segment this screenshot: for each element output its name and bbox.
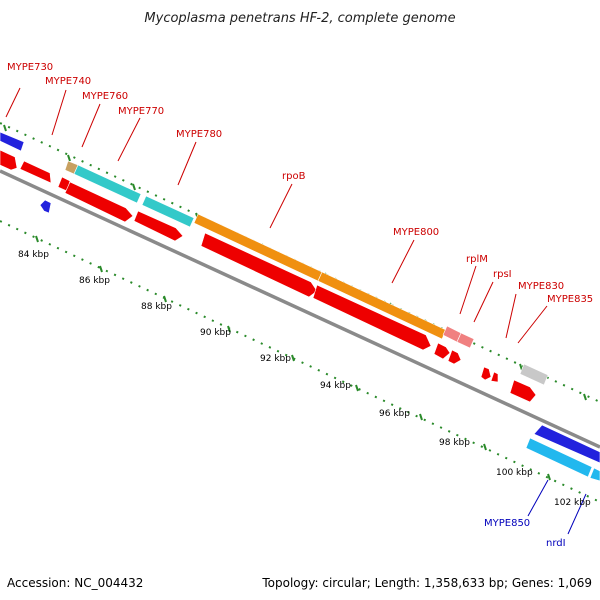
kbp-label: 92 kbp	[260, 354, 291, 364]
kbp-label: 88 kbp	[141, 302, 172, 312]
gene-label-mype770[interactable]: MYPE770	[118, 106, 164, 117]
reverse-gene-labels: MYPE850 nrdI	[484, 518, 566, 549]
gene-label-mype760[interactable]: MYPE760	[82, 91, 128, 102]
kbp-label: 94 kbp	[320, 381, 351, 391]
feature-blue-small[interactable]	[39, 199, 52, 214]
kbp-label: 90 kbp	[200, 328, 231, 338]
cds-track	[0, 149, 537, 403]
kbp-label: 84 kbp	[18, 250, 49, 260]
map-title: Mycoplasma penetrans HF-2, complete geno…	[144, 11, 455, 26]
feature-cyan-mype770[interactable]	[141, 195, 195, 228]
kbp-scale-labels: 84 kbp 86 kbp 88 kbp 90 kbp 92 kbp 94 kb…	[18, 250, 591, 508]
feature-lightblue-mype850[interactable]	[525, 437, 593, 478]
gene-label-mype800[interactable]: MYPE800	[393, 227, 439, 238]
gene-label-mype740[interactable]: MYPE740	[45, 76, 91, 87]
forward-feature-track	[0, 131, 549, 386]
cds-arrow[interactable]	[312, 284, 432, 351]
cds-arrow[interactable]	[433, 342, 451, 360]
cds-arrow[interactable]	[0, 149, 18, 171]
feature-cyan-mype760[interactable]	[73, 164, 142, 204]
cds-arrow[interactable]	[509, 379, 537, 403]
genome-summary-text: Topology: circular; Length: 1,358,633 bp…	[262, 576, 592, 590]
kbp-label: 102 kbp	[554, 498, 591, 508]
gene-label-mype780[interactable]: MYPE780	[176, 129, 222, 140]
gene-label-nrdi[interactable]: nrdI	[546, 538, 566, 549]
gene-label-rpob[interactable]: rpoB	[282, 171, 306, 182]
gene-label-rpsi[interactable]: rpsI	[493, 269, 512, 280]
cds-arrow[interactable]	[490, 371, 499, 383]
cds-arrow[interactable]	[133, 210, 184, 242]
cds-arrow[interactable]	[64, 181, 134, 223]
feature-lightblue-tail[interactable]	[589, 467, 600, 482]
reverse-feature-track	[39, 199, 600, 482]
kbp-label: 96 kbp	[379, 409, 410, 419]
cds-arrow[interactable]	[200, 232, 318, 298]
accession-text: Accession: NC_004432	[7, 576, 144, 590]
forward-gene-labels: MYPE730 MYPE740 MYPE760 MYPE770 MYPE780 …	[7, 62, 593, 305]
feature-blue-nrdi[interactable]	[533, 424, 600, 464]
feature-pink-rpsi[interactable]	[456, 332, 475, 349]
gene-label-mype730[interactable]: MYPE730	[7, 62, 53, 73]
cds-arrow[interactable]	[480, 366, 492, 381]
kbp-label: 98 kbp	[439, 438, 470, 448]
cds-arrow[interactable]	[447, 349, 462, 365]
feature-gray-mype835[interactable]	[519, 363, 549, 386]
feature-blue-mype730[interactable]	[0, 131, 25, 152]
feature-orange-rpob-b[interactable]	[317, 271, 447, 340]
genome-backbone	[0, 169, 600, 449]
kbp-label: 86 kbp	[79, 276, 110, 286]
reverse-leader-lines	[527, 479, 587, 535]
gene-label-rplm[interactable]: rplM	[466, 254, 488, 265]
gene-label-mype830[interactable]: MYPE830	[518, 281, 564, 292]
forward-leader-lines	[5, 87, 548, 344]
gene-label-mype850[interactable]: MYPE850	[484, 518, 530, 529]
cds-arrow[interactable]	[19, 160, 52, 184]
kbp-label: 100 kbp	[496, 468, 533, 478]
gene-label-mype835[interactable]: MYPE835	[547, 294, 593, 305]
